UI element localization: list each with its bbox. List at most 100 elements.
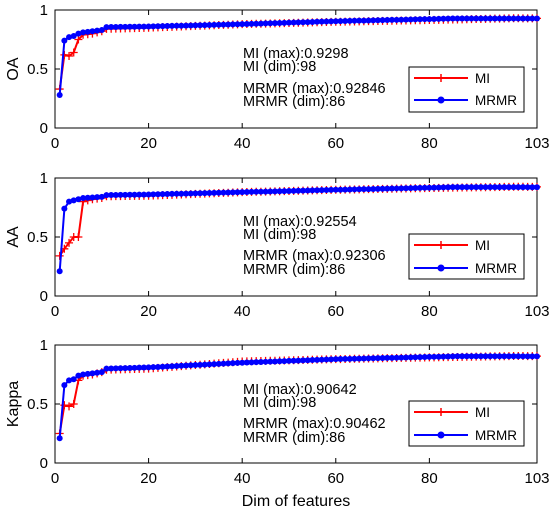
data-point (80, 371, 87, 378)
data-point (426, 353, 433, 360)
data-point (271, 188, 278, 195)
data-point (487, 353, 494, 360)
data-point (440, 184, 447, 191)
data-point (524, 15, 531, 22)
data-point (211, 21, 218, 28)
data-point (94, 194, 101, 201)
data-point (468, 15, 475, 22)
data-point (515, 184, 522, 191)
data-point (215, 360, 222, 367)
data-point (412, 16, 419, 23)
data-point (421, 354, 428, 361)
data-point (290, 357, 297, 364)
data-point (407, 16, 414, 23)
data-point (117, 191, 124, 198)
series-mrmr (56, 15, 540, 98)
data-point (515, 353, 522, 360)
data-point (534, 15, 540, 22)
y-tick-labels: 0 0.5 1 (27, 170, 48, 305)
data-point (94, 369, 101, 376)
series-mrmr (56, 184, 540, 275)
data-point (314, 187, 321, 194)
data-point (187, 362, 194, 369)
data-point (243, 359, 250, 366)
data-point (421, 184, 428, 191)
data-point (108, 365, 115, 372)
data-point (304, 357, 311, 364)
data-point (285, 357, 292, 364)
data-point (150, 191, 157, 198)
legend-mi-label: MI (475, 405, 490, 420)
data-point (168, 190, 175, 197)
data-point (229, 360, 236, 367)
annotation-mrmr-dim: MRMR (dim):86 (243, 262, 345, 278)
data-point (126, 23, 133, 30)
data-point (164, 191, 171, 198)
data-point (201, 22, 208, 29)
data-point (388, 185, 395, 192)
data-point (271, 358, 278, 365)
data-point (332, 18, 339, 25)
data-point (351, 186, 358, 193)
data-point (328, 18, 335, 25)
data-point (407, 185, 414, 192)
data-point (445, 184, 452, 191)
data-point (342, 17, 349, 24)
data-point (445, 353, 452, 360)
y-tick-label: 0.5 (27, 396, 48, 413)
data-point (393, 354, 400, 361)
data-point (431, 184, 438, 191)
annotation-mi-dim: MI (dim):98 (243, 227, 316, 243)
annotation-block: MI (max):0.90642 MI (dim):98 MRMR (max):… (243, 382, 386, 446)
data-point (257, 20, 264, 27)
data-point (295, 187, 302, 194)
data-point (384, 185, 391, 192)
data-point (505, 15, 512, 22)
data-point (66, 377, 73, 384)
data-point (150, 23, 157, 30)
data-point (445, 15, 452, 22)
data-point (257, 188, 264, 195)
y-axis-label: AA (5, 226, 22, 248)
data-point (192, 22, 199, 29)
data-point (70, 197, 77, 204)
data-point (342, 186, 349, 193)
x-tick-label: 40 (234, 135, 251, 152)
x-tick-label: 60 (327, 303, 344, 320)
data-point (239, 189, 246, 196)
data-point (510, 353, 517, 360)
data-point (398, 16, 405, 23)
data-point (370, 17, 377, 24)
data-point (487, 15, 494, 22)
data-point (412, 185, 419, 192)
data-point (140, 23, 147, 30)
y-tick-label: 0 (40, 455, 48, 472)
data-point (529, 353, 536, 360)
data-point (384, 354, 391, 361)
annotation-mi-max: MI (max):0.9298 (243, 46, 349, 62)
chart-panel-aa: 0 0.5 1 0 20 40 60 80 103 AA MI (max):0.… (5, 170, 550, 320)
legend-mi-marker (437, 74, 445, 82)
data-point (112, 191, 119, 198)
data-point (197, 22, 204, 29)
x-axis-label: Dim of features (242, 493, 350, 510)
data-point (534, 184, 540, 191)
data-point (323, 356, 330, 363)
x-tick-labels: 0 20 40 60 80 103 (51, 470, 550, 487)
data-point (80, 195, 87, 202)
data-point (374, 185, 381, 192)
data-point (473, 353, 480, 360)
data-point (122, 365, 129, 372)
data-point (94, 27, 101, 34)
data-point (229, 189, 236, 196)
x-tick-label: 103 (524, 135, 549, 152)
data-point (103, 24, 110, 31)
y-tick-labels: 0 0.5 1 (27, 337, 48, 472)
legend-mrmr-marker (437, 96, 445, 104)
data-point (262, 188, 269, 195)
data-point (211, 361, 218, 368)
data-point (360, 355, 367, 362)
data-point (159, 363, 166, 370)
data-point (459, 184, 466, 191)
